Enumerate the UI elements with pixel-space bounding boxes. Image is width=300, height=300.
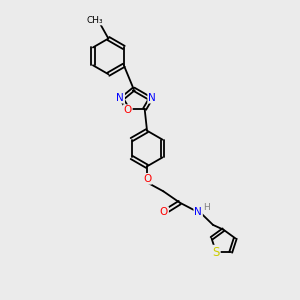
Text: CH₃: CH₃ [86, 16, 103, 25]
Text: O: O [124, 105, 132, 115]
Text: N: N [148, 93, 156, 103]
Text: S: S [212, 246, 220, 259]
Text: O: O [160, 207, 168, 217]
Text: N: N [194, 206, 202, 217]
Text: O: O [143, 174, 151, 184]
Text: H: H [203, 203, 210, 212]
Text: N: N [116, 93, 124, 103]
